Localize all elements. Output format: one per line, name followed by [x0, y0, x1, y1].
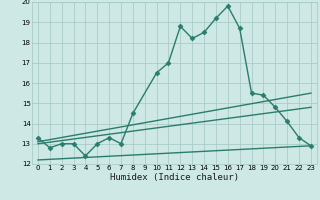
- X-axis label: Humidex (Indice chaleur): Humidex (Indice chaleur): [110, 173, 239, 182]
